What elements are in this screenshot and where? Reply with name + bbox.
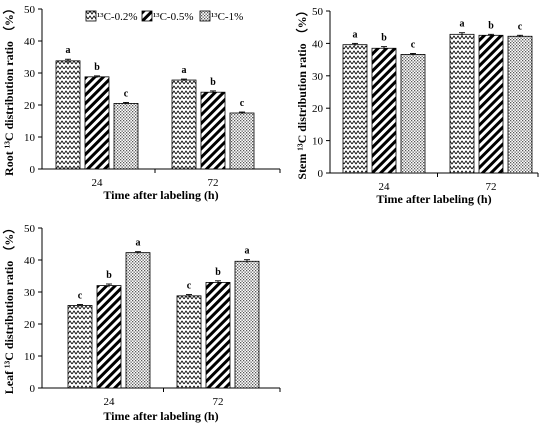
significance-letter: b: [215, 267, 221, 278]
significance-letter: a: [66, 45, 71, 56]
legend-swatch-2: [199, 10, 211, 22]
leaf-panel: 0 10 20 30 40 50 24 72 c c b b a a Time after labeling…: [1, 222, 281, 423]
y-tick-label: 20: [312, 103, 324, 115]
y-tick-label: 30: [312, 71, 324, 83]
y-tick-label: 30: [24, 287, 36, 299]
bar-root-s2-c1: [229, 112, 255, 170]
bar-root-s1-c0: [84, 76, 110, 170]
y-tick-label: 0: [318, 168, 324, 180]
significance-letter: c: [78, 290, 83, 301]
bar-stem-s2-c1: [507, 35, 533, 174]
bar-stem-s1-c1: [478, 34, 504, 174]
legend-label-0: ¹³C-0.2%: [97, 11, 138, 23]
significance-letter: b: [210, 77, 216, 88]
y-tick-label: 0: [30, 164, 36, 176]
x-axis-title: Time after labeling (h): [103, 409, 218, 423]
significance-letter: c: [124, 88, 129, 99]
x-tick-label: 72: [213, 396, 224, 408]
bar-root-s2-c0: [113, 103, 139, 170]
significance-letter: c: [240, 98, 245, 109]
significance-letter: b: [106, 270, 112, 281]
significance-letter: b: [488, 20, 494, 31]
y-tick-label: 50: [24, 223, 36, 235]
significance-letter: a: [182, 65, 187, 76]
legend-label-2: ¹³C-1%: [211, 11, 243, 23]
x-axis-title: Time after labeling (h): [103, 188, 218, 202]
y-tick-label: 30: [24, 68, 36, 80]
y-axis-title: Stem ¹³C distribution ratio （%）: [294, 4, 309, 179]
legend-swatch-0: [85, 10, 97, 22]
stem-panel: 0 10 20 30 40 50 24 72 a a b b c c Time after labeling…: [294, 4, 539, 206]
bar-root-s0-c1: [171, 79, 197, 170]
bar-stem-s0-c0: [342, 44, 368, 174]
root-panel: 0 10 20 30 40 50 24 72 a a b b c c Time after labeling…: [1, 2, 281, 202]
bar-root-s0-c0: [55, 60, 81, 170]
bar-root-s1-c1: [200, 91, 226, 170]
y-tick-label: 10: [312, 136, 324, 148]
legend-label-1: ¹³C-0.5%: [153, 11, 194, 23]
significance-letter: b: [94, 62, 100, 73]
chart-legend: ¹³C-0.2% ¹³C-0.5% ¹³C-1%: [85, 10, 243, 23]
significance-letter: c: [518, 21, 523, 32]
x-tick-label: 72: [486, 181, 497, 193]
bar-leaf-s1-c1: [205, 281, 231, 389]
x-axis-title: Time after labeling (h): [376, 192, 491, 206]
x-tick-label: 24: [379, 181, 391, 193]
bar-stem-s0-c1: [449, 33, 475, 174]
x-tick-label: 24: [104, 396, 116, 408]
bar-stem-s2-c0: [400, 54, 426, 174]
y-axis-title: Root ¹³C distribution ratio （%）: [1, 2, 16, 176]
significance-letter: c: [411, 39, 416, 50]
significance-letter: a: [353, 29, 358, 40]
bar-leaf-s2-c1: [234, 260, 260, 389]
x-tick-label: 24: [92, 177, 104, 189]
y-tick-label: 40: [24, 255, 36, 267]
bar-leaf-s1-c0: [96, 285, 122, 389]
bar-leaf-s0-c1: [176, 295, 202, 389]
y-tick-label: 50: [24, 4, 36, 16]
bar-leaf-s2-c0: [125, 252, 151, 389]
significance-letter: b: [381, 33, 387, 44]
y-tick-label: 10: [24, 132, 36, 144]
significance-letter: a: [245, 246, 250, 257]
significance-letter: c: [187, 281, 192, 292]
y-tick-label: 0: [30, 383, 36, 395]
y-tick-label: 40: [312, 38, 324, 50]
bar-stem-s1-c0: [371, 47, 397, 174]
y-axis-title: Leaf ¹³C distribution ratio （%）: [1, 222, 16, 395]
y-tick-label: 10: [24, 351, 36, 363]
y-tick-label: 20: [24, 319, 36, 331]
significance-letter: a: [136, 238, 141, 249]
legend-swatch-1: [141, 10, 153, 22]
y-tick-label: 50: [312, 6, 324, 18]
x-tick-label: 72: [208, 177, 219, 189]
bar-leaf-s0-c0: [67, 305, 93, 389]
significance-letter: a: [460, 19, 465, 30]
y-tick-label: 20: [24, 100, 36, 112]
y-tick-label: 40: [24, 36, 36, 48]
